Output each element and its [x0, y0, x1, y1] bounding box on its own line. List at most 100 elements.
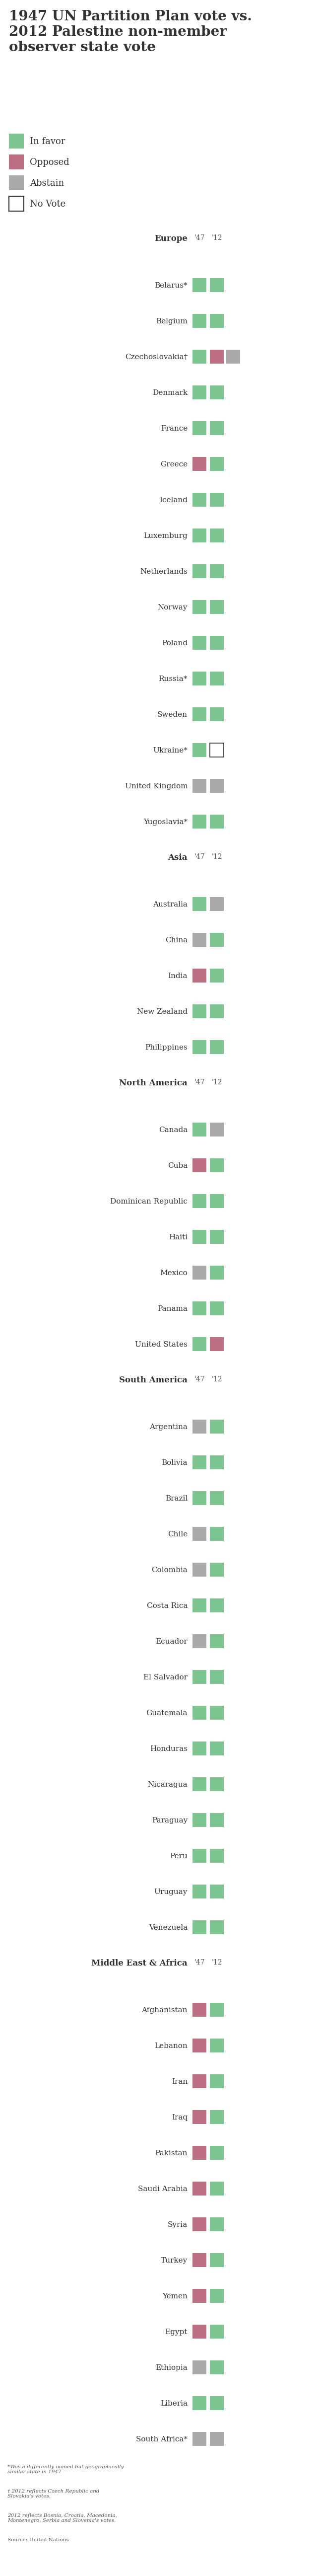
FancyBboxPatch shape — [210, 314, 224, 327]
Text: Costa Rica: Costa Rica — [147, 1602, 188, 1610]
Text: North America: North America — [119, 1079, 188, 1087]
FancyBboxPatch shape — [193, 1005, 206, 1018]
FancyBboxPatch shape — [9, 196, 24, 211]
FancyBboxPatch shape — [210, 1301, 224, 1316]
Text: Belgium: Belgium — [156, 317, 188, 325]
Text: Middle East & Africa: Middle East & Africa — [92, 1958, 188, 1968]
FancyBboxPatch shape — [193, 1123, 206, 1136]
Text: Colombia: Colombia — [151, 1566, 188, 1574]
Text: Honduras: Honduras — [150, 1744, 188, 1752]
FancyBboxPatch shape — [210, 1669, 224, 1685]
FancyBboxPatch shape — [210, 278, 224, 294]
FancyBboxPatch shape — [210, 1922, 224, 1935]
FancyBboxPatch shape — [210, 350, 224, 363]
Text: † 2012 reflects Czech Republic and
Slovakia's votes.: † 2012 reflects Czech Republic and Slova… — [7, 2488, 100, 2499]
Text: '12: '12 — [212, 234, 222, 242]
FancyBboxPatch shape — [193, 1850, 206, 1862]
FancyBboxPatch shape — [193, 528, 206, 544]
Text: Nicaragua: Nicaragua — [148, 1780, 188, 1788]
FancyBboxPatch shape — [193, 2038, 206, 2053]
Text: Ecuador: Ecuador — [156, 1638, 188, 1646]
Text: Source: United Nations: Source: United Nations — [7, 2537, 69, 2543]
FancyBboxPatch shape — [193, 1669, 206, 1685]
FancyBboxPatch shape — [210, 2182, 224, 2195]
FancyBboxPatch shape — [193, 1528, 206, 1540]
FancyBboxPatch shape — [210, 1455, 224, 1468]
Text: Peru: Peru — [170, 1852, 188, 1860]
FancyBboxPatch shape — [210, 1777, 224, 1790]
Text: Iraq: Iraq — [172, 2115, 188, 2120]
Text: Uruguay: Uruguay — [154, 1888, 188, 1896]
FancyBboxPatch shape — [210, 2004, 224, 2017]
Text: Ethiopia: Ethiopia — [156, 2365, 188, 2370]
Text: South Africa*: South Africa* — [136, 2434, 188, 2442]
Text: Syria: Syria — [168, 2221, 188, 2228]
Text: In favor: In favor — [30, 137, 65, 147]
FancyBboxPatch shape — [210, 778, 224, 793]
Text: Denmark: Denmark — [152, 389, 188, 397]
Text: '12: '12 — [212, 1376, 222, 1383]
FancyBboxPatch shape — [193, 933, 206, 948]
FancyBboxPatch shape — [210, 386, 224, 399]
FancyBboxPatch shape — [193, 564, 206, 580]
FancyBboxPatch shape — [210, 896, 224, 912]
FancyBboxPatch shape — [193, 492, 206, 507]
FancyBboxPatch shape — [210, 1041, 224, 1054]
Text: '47: '47 — [194, 234, 205, 242]
FancyBboxPatch shape — [210, 2290, 224, 2303]
FancyBboxPatch shape — [210, 422, 224, 435]
FancyBboxPatch shape — [210, 814, 224, 829]
FancyBboxPatch shape — [193, 2324, 206, 2339]
Text: 1947 UN Partition Plan vote vs.
2012 Palestine non-member
observer state vote: 1947 UN Partition Plan vote vs. 2012 Pal… — [9, 10, 252, 54]
Text: Canada: Canada — [159, 1126, 188, 1133]
Text: Iceland: Iceland — [159, 497, 188, 502]
FancyBboxPatch shape — [210, 459, 224, 471]
Text: Bolivia: Bolivia — [162, 1458, 188, 1466]
Text: Abstain: Abstain — [30, 178, 64, 188]
Text: Brazil: Brazil — [165, 1494, 188, 1502]
FancyBboxPatch shape — [210, 1492, 224, 1504]
FancyBboxPatch shape — [193, 1922, 206, 1935]
FancyBboxPatch shape — [193, 2360, 206, 2375]
FancyBboxPatch shape — [193, 422, 206, 435]
FancyBboxPatch shape — [193, 1633, 206, 1649]
FancyBboxPatch shape — [193, 386, 206, 399]
Text: El Salvador: El Salvador — [143, 1674, 188, 1680]
Text: Yugoslavia*: Yugoslavia* — [143, 819, 188, 824]
Text: ⁡2012 reflects Bosnia, Croatia, Macedonia,
Montenegro, Serbia and Slovenia's vot: ⁡2012 reflects Bosnia, Croatia, Macedoni… — [7, 2514, 117, 2522]
Text: Yemen: Yemen — [162, 2293, 188, 2300]
Text: Mexico: Mexico — [160, 1270, 188, 1275]
FancyBboxPatch shape — [193, 1886, 206, 1899]
FancyBboxPatch shape — [193, 1231, 206, 1244]
Text: Europe: Europe — [154, 234, 188, 242]
FancyBboxPatch shape — [210, 2110, 224, 2125]
FancyBboxPatch shape — [193, 1301, 206, 1316]
Text: Netherlands: Netherlands — [140, 569, 188, 574]
FancyBboxPatch shape — [193, 1492, 206, 1504]
Text: Russia*: Russia* — [159, 675, 188, 683]
FancyBboxPatch shape — [210, 1528, 224, 1540]
Text: Cuba: Cuba — [168, 1162, 188, 1170]
FancyBboxPatch shape — [210, 1705, 224, 1721]
FancyBboxPatch shape — [193, 278, 206, 294]
Text: '47: '47 — [194, 1079, 205, 1084]
FancyBboxPatch shape — [193, 744, 206, 757]
FancyBboxPatch shape — [210, 2218, 224, 2231]
FancyBboxPatch shape — [210, 2432, 224, 2445]
Text: Lebanon: Lebanon — [155, 2043, 188, 2048]
FancyBboxPatch shape — [193, 1455, 206, 1468]
FancyBboxPatch shape — [210, 1337, 224, 1352]
FancyBboxPatch shape — [193, 1337, 206, 1352]
FancyBboxPatch shape — [193, 1195, 206, 1208]
FancyBboxPatch shape — [210, 1850, 224, 1862]
Text: Chile: Chile — [168, 1530, 188, 1538]
FancyBboxPatch shape — [193, 350, 206, 363]
FancyBboxPatch shape — [210, 2254, 224, 2267]
FancyBboxPatch shape — [193, 1705, 206, 1721]
Text: '12: '12 — [212, 853, 222, 860]
FancyBboxPatch shape — [210, 1419, 224, 1435]
FancyBboxPatch shape — [210, 744, 224, 757]
FancyBboxPatch shape — [193, 1265, 206, 1280]
FancyBboxPatch shape — [210, 600, 224, 613]
Text: Norway: Norway — [157, 603, 188, 611]
